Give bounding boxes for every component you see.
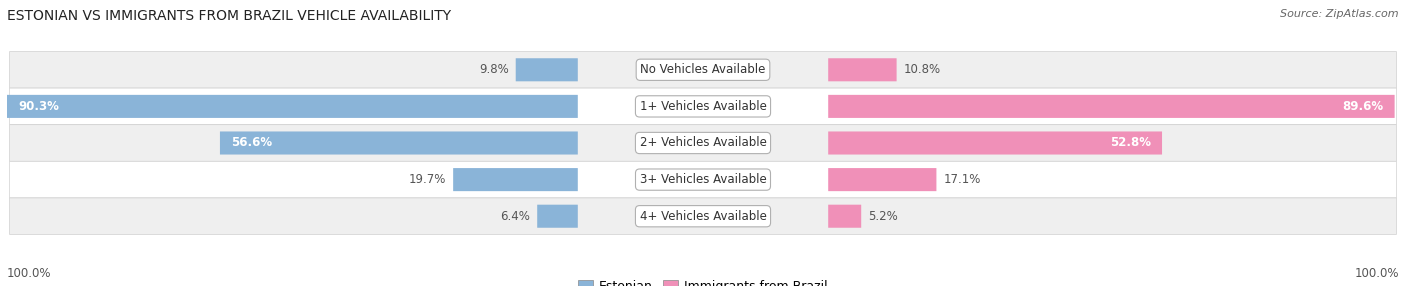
FancyBboxPatch shape [828, 132, 1161, 154]
Text: 5.2%: 5.2% [868, 210, 898, 223]
Text: 6.4%: 6.4% [501, 210, 530, 223]
Text: 100.0%: 100.0% [1354, 267, 1399, 280]
Text: 56.6%: 56.6% [231, 136, 273, 150]
Text: 9.8%: 9.8% [479, 63, 509, 76]
FancyBboxPatch shape [7, 95, 578, 118]
FancyBboxPatch shape [10, 161, 1396, 198]
FancyBboxPatch shape [10, 125, 1396, 161]
FancyBboxPatch shape [828, 205, 862, 228]
Text: 52.8%: 52.8% [1109, 136, 1152, 150]
Text: 2+ Vehicles Available: 2+ Vehicles Available [640, 136, 766, 150]
FancyBboxPatch shape [828, 168, 936, 191]
FancyBboxPatch shape [10, 198, 1396, 235]
Text: 89.6%: 89.6% [1343, 100, 1384, 113]
Text: ESTONIAN VS IMMIGRANTS FROM BRAZIL VEHICLE AVAILABILITY: ESTONIAN VS IMMIGRANTS FROM BRAZIL VEHIC… [7, 9, 451, 23]
Text: No Vehicles Available: No Vehicles Available [640, 63, 766, 76]
FancyBboxPatch shape [219, 132, 578, 154]
FancyBboxPatch shape [537, 205, 578, 228]
Text: Source: ZipAtlas.com: Source: ZipAtlas.com [1281, 9, 1399, 19]
Text: 10.8%: 10.8% [904, 63, 941, 76]
FancyBboxPatch shape [516, 58, 578, 81]
FancyBboxPatch shape [453, 168, 578, 191]
FancyBboxPatch shape [10, 88, 1396, 125]
Text: 100.0%: 100.0% [7, 267, 52, 280]
Text: 17.1%: 17.1% [943, 173, 980, 186]
Legend: Estonian, Immigrants from Brazil: Estonian, Immigrants from Brazil [574, 275, 832, 286]
FancyBboxPatch shape [828, 58, 897, 81]
Text: 19.7%: 19.7% [409, 173, 446, 186]
Text: 1+ Vehicles Available: 1+ Vehicles Available [640, 100, 766, 113]
Text: 90.3%: 90.3% [18, 100, 59, 113]
FancyBboxPatch shape [10, 51, 1396, 88]
Text: 4+ Vehicles Available: 4+ Vehicles Available [640, 210, 766, 223]
FancyBboxPatch shape [828, 95, 1395, 118]
Text: 3+ Vehicles Available: 3+ Vehicles Available [640, 173, 766, 186]
